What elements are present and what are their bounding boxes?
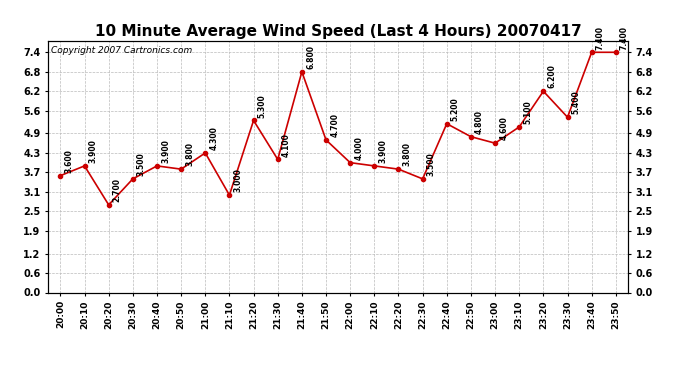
- Text: 3.500: 3.500: [427, 152, 436, 176]
- Text: 3.900: 3.900: [379, 139, 388, 163]
- Text: 6.800: 6.800: [306, 45, 315, 69]
- Text: 4.000: 4.000: [355, 136, 364, 160]
- Text: 3.500: 3.500: [137, 152, 146, 176]
- Text: 4.600: 4.600: [500, 117, 509, 140]
- Title: 10 Minute Average Wind Speed (Last 4 Hours) 20070417: 10 Minute Average Wind Speed (Last 4 Hou…: [95, 24, 582, 39]
- Text: 4.800: 4.800: [475, 110, 484, 134]
- Text: 5.400: 5.400: [572, 91, 581, 114]
- Text: 4.700: 4.700: [331, 113, 339, 137]
- Text: 3.600: 3.600: [65, 149, 74, 173]
- Text: 2.700: 2.700: [113, 178, 122, 202]
- Text: 6.200: 6.200: [548, 64, 557, 88]
- Text: 3.800: 3.800: [186, 142, 195, 166]
- Text: 5.200: 5.200: [451, 97, 460, 121]
- Text: Copyright 2007 Cartronics.com: Copyright 2007 Cartronics.com: [51, 46, 193, 55]
- Text: 3.800: 3.800: [403, 142, 412, 166]
- Text: 7.400: 7.400: [596, 26, 605, 50]
- Text: 5.100: 5.100: [524, 100, 533, 124]
- Text: 4.300: 4.300: [210, 126, 219, 150]
- Text: 3.900: 3.900: [161, 139, 170, 163]
- Text: 7.400: 7.400: [620, 26, 629, 50]
- Text: 5.300: 5.300: [258, 94, 267, 118]
- Text: 4.100: 4.100: [282, 133, 291, 157]
- Text: 3.900: 3.900: [89, 139, 98, 163]
- Text: 3.000: 3.000: [234, 168, 243, 192]
